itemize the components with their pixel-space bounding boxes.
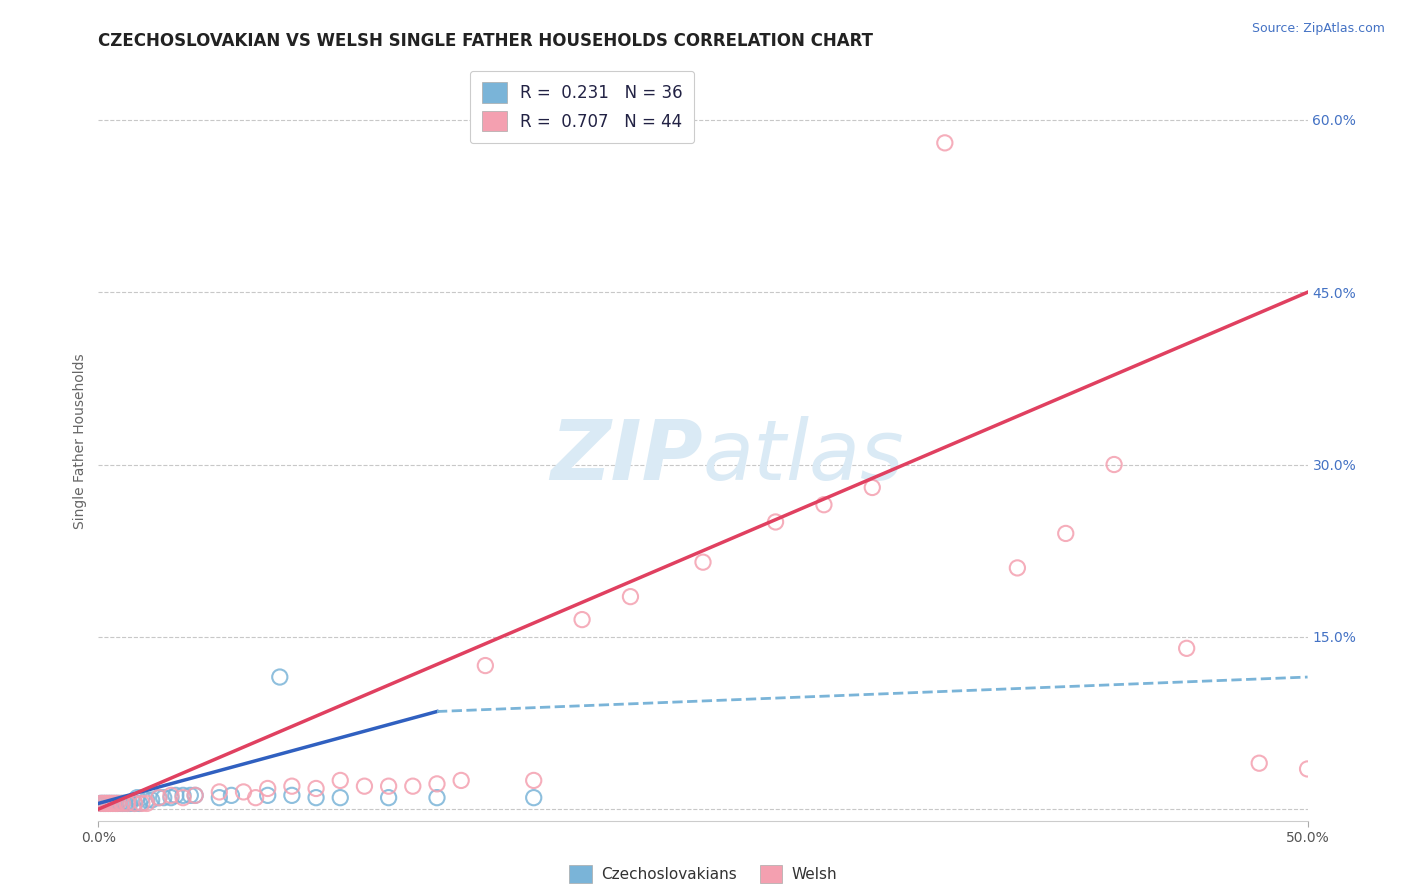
Point (305, 781, 328, 796)
Point (148, 790, 170, 805)
Point (141, 793, 163, 807)
Point (124, 797, 146, 811)
Text: CZECHOSLOVAKIAN VS WELSH SINGLE FATHER HOUSEHOLDS CORRELATION CHART: CZECHOSLOVAKIAN VS WELSH SINGLE FATHER H… (98, 32, 873, 50)
Point (860, 481, 883, 495)
Point (127, 790, 149, 805)
Point (90, 797, 112, 811)
Point (184, 789, 207, 803)
Point (269, 670, 291, 684)
Point (117, 797, 139, 811)
Point (208, 790, 231, 805)
Point (571, 613, 593, 627)
Point (104, 797, 127, 811)
Point (148, 790, 170, 805)
Point (101, 797, 124, 811)
Point (135, 793, 157, 807)
Point (353, 779, 375, 793)
Point (450, 773, 472, 788)
Point (934, 136, 956, 150)
Point (305, 790, 328, 805)
Point (1007, 561, 1029, 575)
Point (232, 785, 254, 799)
Point (474, 658, 496, 673)
Point (245, 790, 267, 805)
Point (124, 797, 146, 811)
Point (179, 789, 201, 803)
Point (97, 797, 120, 811)
Point (94, 797, 117, 811)
Point (426, 790, 449, 805)
Point (100, 797, 122, 811)
Point (97, 797, 120, 811)
Point (329, 790, 352, 805)
Point (160, 789, 183, 803)
Point (184, 789, 207, 803)
Point (104, 797, 127, 811)
Point (813, 498, 835, 512)
Point (131, 790, 153, 805)
Y-axis label: Single Father Households: Single Father Households (73, 354, 87, 529)
Point (152, 790, 174, 805)
Point (281, 789, 304, 803)
Point (165, 789, 187, 803)
Point (377, 779, 399, 793)
Point (107, 797, 129, 811)
Text: Source: ZipAtlas.com: Source: ZipAtlas.com (1251, 22, 1385, 36)
Point (94, 797, 117, 811)
Point (128, 797, 150, 811)
Point (402, 779, 425, 793)
Text: atlas: atlas (703, 417, 904, 497)
Point (111, 797, 134, 811)
Point (281, 779, 304, 793)
Point (1054, 526, 1077, 541)
Point (426, 777, 449, 791)
Point (101, 797, 124, 811)
Text: ZIP: ZIP (550, 417, 703, 497)
Point (90, 797, 112, 811)
Point (692, 555, 714, 569)
Point (765, 515, 787, 529)
Point (523, 773, 546, 788)
Legend: Czechoslovakians, Welsh: Czechoslovakians, Welsh (562, 859, 844, 889)
Point (100, 797, 122, 811)
Point (172, 790, 194, 805)
Point (91, 797, 114, 811)
Point (329, 773, 352, 788)
Point (160, 790, 183, 805)
Point (118, 797, 141, 811)
Point (135, 797, 157, 811)
Point (377, 790, 399, 805)
Point (221, 789, 243, 803)
Point (1296, 762, 1319, 776)
Point (91, 797, 114, 811)
Point (131, 797, 153, 811)
Point (256, 789, 278, 803)
Point (619, 590, 641, 604)
Point (114, 797, 136, 811)
Point (208, 785, 231, 799)
Point (1249, 756, 1271, 771)
Point (111, 797, 134, 811)
Point (1175, 641, 1198, 656)
Point (117, 797, 139, 811)
Point (523, 790, 546, 805)
Point (256, 781, 278, 796)
Point (172, 789, 194, 803)
Point (1102, 458, 1125, 472)
Point (107, 797, 129, 811)
Point (108, 797, 131, 811)
